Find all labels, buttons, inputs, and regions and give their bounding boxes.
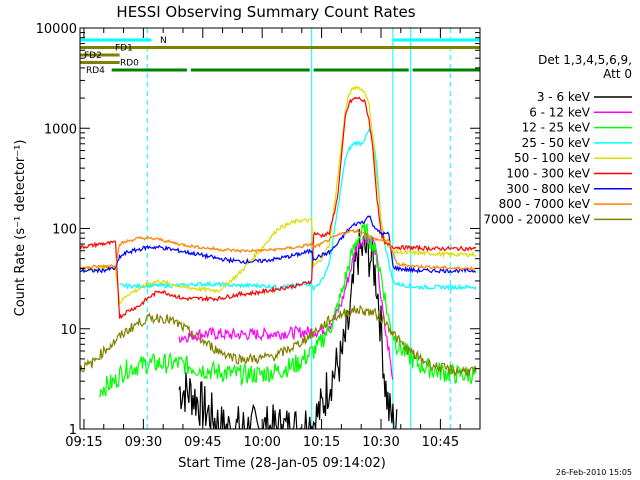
legend-label-2: 12 - 25 keV xyxy=(522,121,591,135)
series-line-0 xyxy=(178,228,398,429)
legend-label-8: 7000 - 20000 keV xyxy=(483,212,590,226)
y-tick-label: 10 xyxy=(60,323,77,338)
state-bar-label-4: RD4 xyxy=(86,66,105,76)
series-line-4 xyxy=(80,85,477,306)
legend-title-2: Att 0 xyxy=(603,67,632,81)
x-tick-label: 10:15 xyxy=(303,435,340,450)
legend-label-1: 6 - 12 keV xyxy=(529,105,591,119)
series-line-6 xyxy=(80,215,477,274)
y-tick-label: 10000 xyxy=(36,22,77,37)
legend-label-5: 100 - 300 keV xyxy=(506,167,590,181)
series-line-5 xyxy=(80,96,477,320)
state-bar-label-0: N xyxy=(160,36,167,46)
series-line-8 xyxy=(80,304,477,377)
time-markers xyxy=(80,28,451,429)
x-tick-label: 09:30 xyxy=(125,435,162,450)
state-bar-label-3: RD0 xyxy=(120,59,139,69)
y-axis: 1 10 100 1000 10000 xyxy=(36,22,480,438)
legend-title-1: Det 1,3,4,5,6,9, xyxy=(538,53,632,67)
footer-date: 26-Feb-2010 15:05 xyxy=(556,468,632,477)
legend-label-0: 3 - 6 keV xyxy=(537,90,591,104)
y-tick-label: 100 xyxy=(52,223,77,238)
state-bars: N FD1 FD2 RD0 RD4 xyxy=(80,36,480,76)
y-axis-label: Count Rate (s⁻¹ detector⁻¹) xyxy=(13,140,28,317)
x-axis: 09:15 09:30 09:45 10:00 10:15 10:30 10:45 xyxy=(65,28,461,450)
legend-label-6: 300 - 800 keV xyxy=(506,182,590,196)
chart-title: HESSI Observing Summary Count Rates xyxy=(116,3,415,21)
x-tick-label: 09:45 xyxy=(184,435,221,450)
state-bar-label-2: FD2 xyxy=(84,51,102,61)
x-tick-label: 10:45 xyxy=(422,435,459,450)
x-axis-label: Start Time (28-Jan-05 09:14:02) xyxy=(178,456,386,471)
x-tick-label: 09:15 xyxy=(65,435,102,450)
x-tick-label: 10:30 xyxy=(362,435,399,450)
series-line-3 xyxy=(119,127,477,292)
series-lines xyxy=(80,85,477,429)
y-tick-label: 1 xyxy=(69,423,77,438)
x-tick-label: 10:00 xyxy=(243,435,280,450)
state-bar-label-1: FD1 xyxy=(115,44,133,54)
series-line-1 xyxy=(178,235,394,380)
y-tick-label: 1000 xyxy=(44,122,77,137)
legend-label-3: 25 - 50 keV xyxy=(522,136,591,150)
legend-label-4: 50 - 100 keV xyxy=(514,151,591,165)
legend-label-7: 800 - 7000 keV xyxy=(499,197,591,211)
series-line-7 xyxy=(80,228,477,271)
series-line-2 xyxy=(99,222,477,398)
